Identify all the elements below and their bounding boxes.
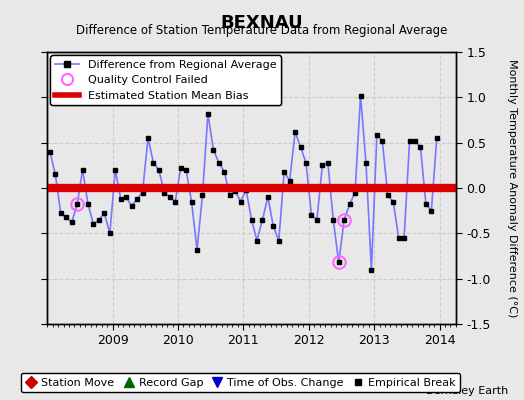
Legend: Difference from Regional Average, Quality Control Failed, Estimated Station Mean: Difference from Regional Average, Qualit…	[50, 55, 281, 105]
Y-axis label: Monthly Temperature Anomaly Difference (°C): Monthly Temperature Anomaly Difference (…	[507, 59, 518, 317]
Text: Berkeley Earth: Berkeley Earth	[426, 386, 508, 396]
Text: BEXNAU: BEXNAU	[221, 14, 303, 32]
Text: Difference of Station Temperature Data from Regional Average: Difference of Station Temperature Data f…	[77, 24, 447, 37]
Legend: Station Move, Record Gap, Time of Obs. Change, Empirical Break: Station Move, Record Gap, Time of Obs. C…	[21, 373, 461, 392]
